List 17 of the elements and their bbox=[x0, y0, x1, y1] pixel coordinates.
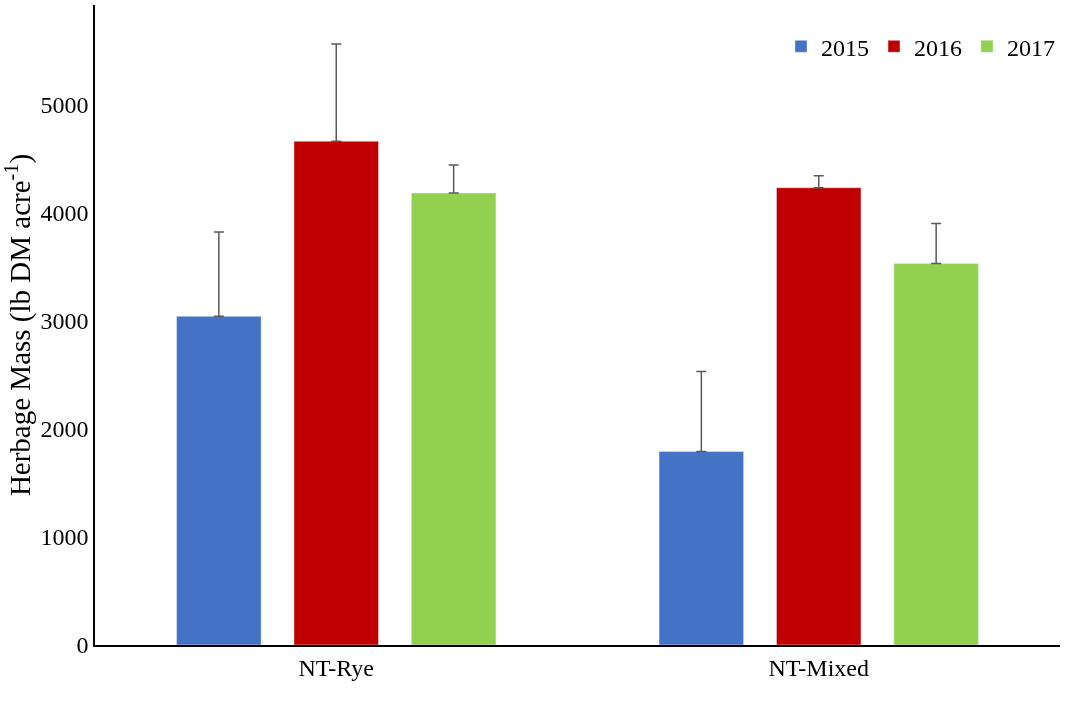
y-tick-label: 5000 bbox=[40, 91, 89, 118]
bar bbox=[176, 316, 262, 645]
y-tick-label: 0 bbox=[76, 632, 89, 659]
bar bbox=[658, 451, 744, 645]
y-tick-label: 1000 bbox=[40, 524, 89, 551]
y-tick-label: 3000 bbox=[40, 308, 89, 335]
y-tick-label: 2000 bbox=[40, 416, 89, 443]
y-tick-label: 4000 bbox=[40, 199, 89, 226]
x-tick-label: NT-Mixed bbox=[768, 654, 869, 681]
legend-label: 2015 bbox=[821, 34, 869, 61]
bar bbox=[411, 192, 497, 645]
bar bbox=[893, 263, 979, 645]
x-tick-label: NT-Rye bbox=[298, 654, 374, 681]
legend-label: 2017 bbox=[1007, 34, 1055, 61]
bar bbox=[293, 140, 379, 645]
legend-label: 2016 bbox=[914, 34, 962, 61]
bar bbox=[776, 187, 862, 645]
